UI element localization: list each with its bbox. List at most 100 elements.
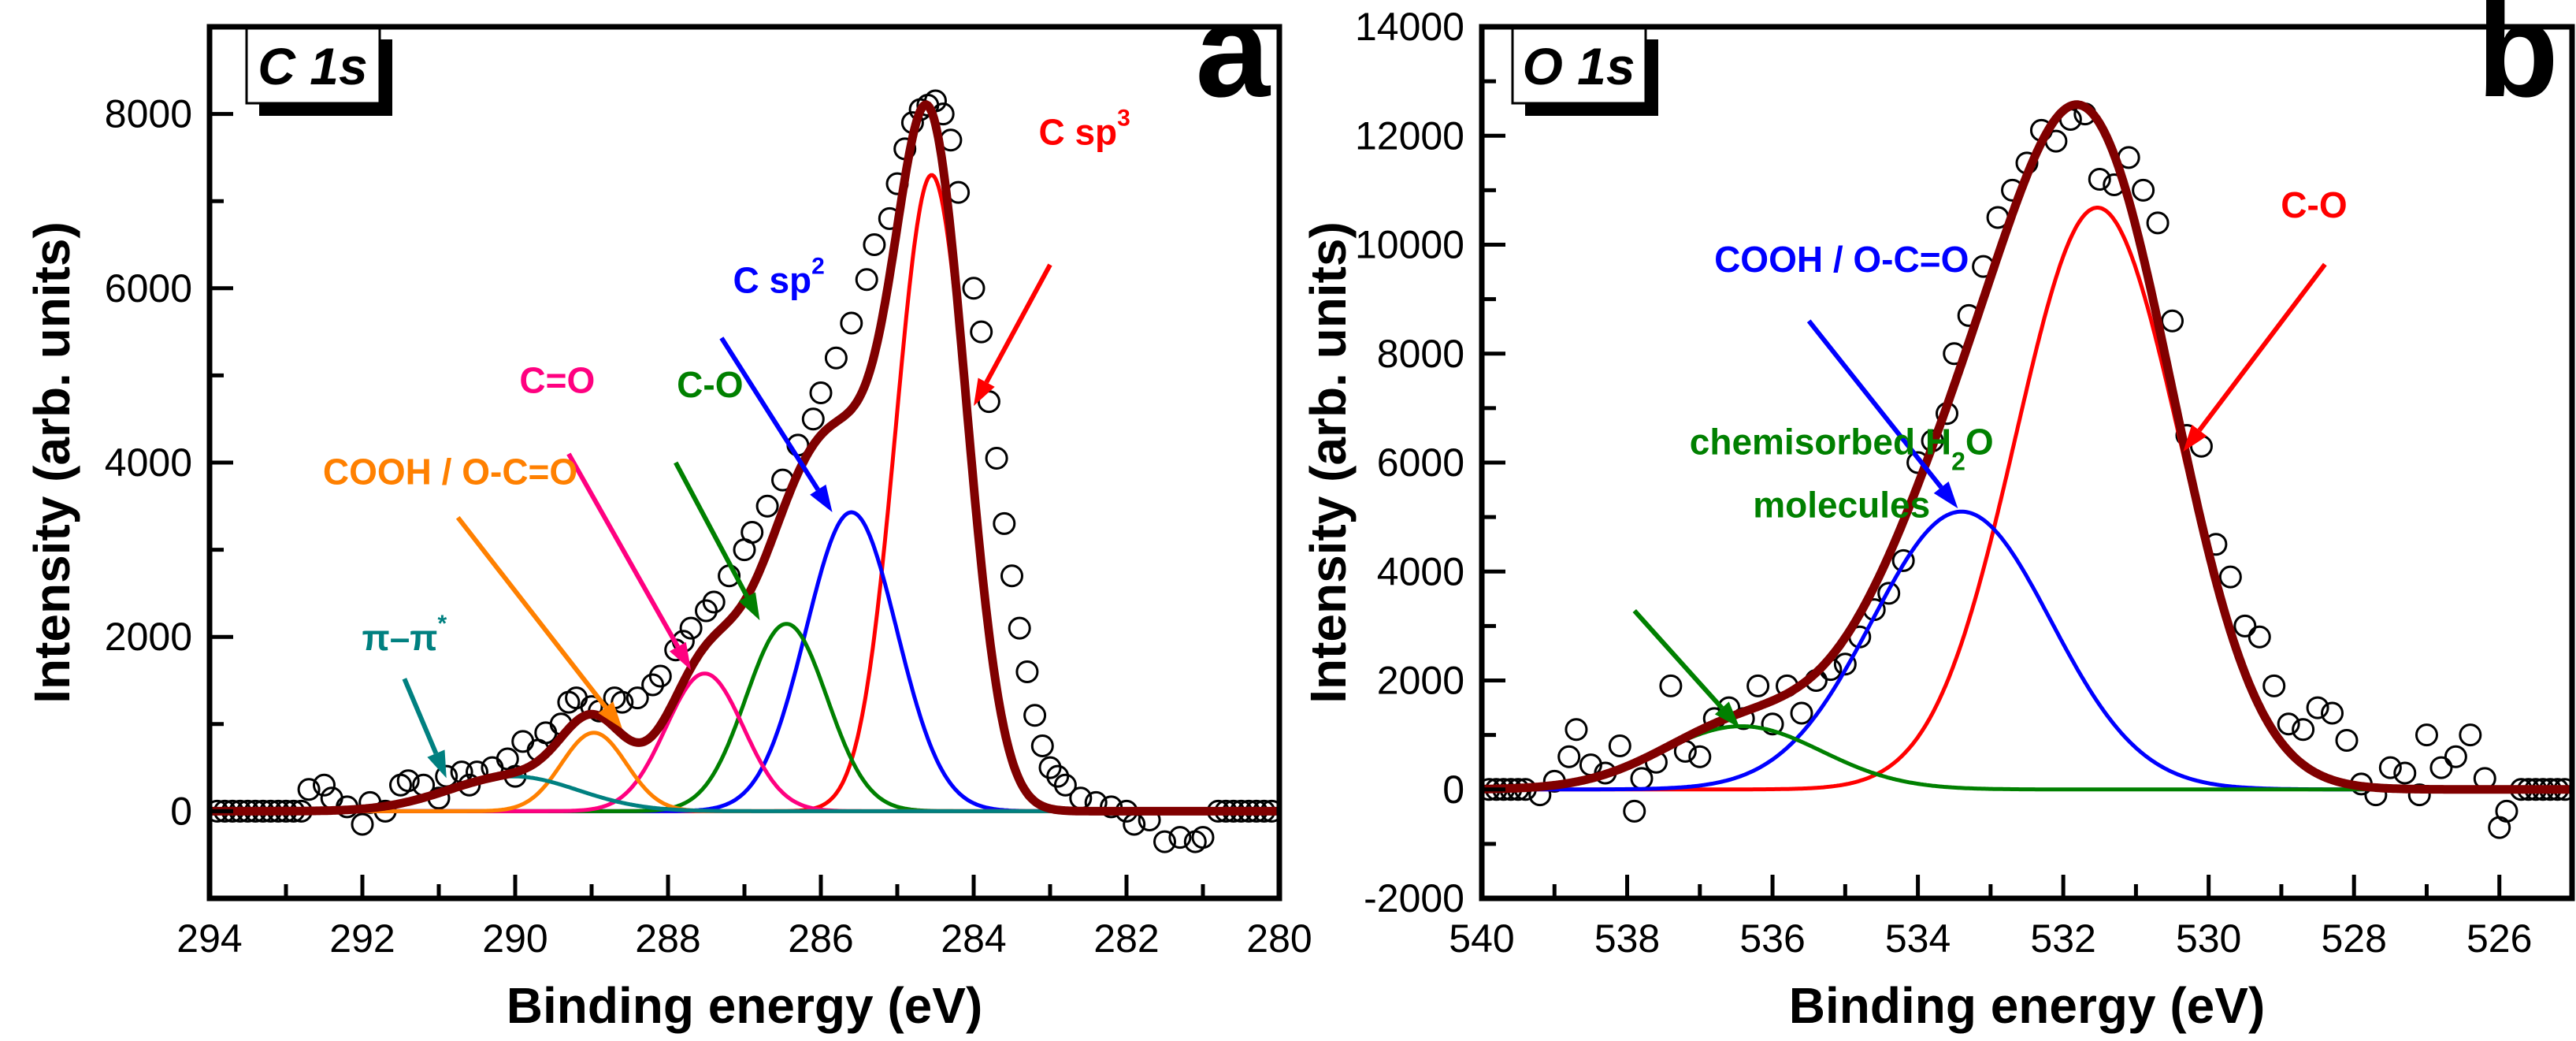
data-point	[1053, 773, 1077, 797]
annotation-label: COOH / O-C=O	[1714, 239, 1969, 280]
annotation-arrowhead-icon	[1714, 701, 1740, 728]
panel-b-o1s: Intensity (arb. units) Binding energy (e…	[1300, 0, 2575, 1034]
annotation-text: π–π	[362, 617, 437, 658]
x-tick-label: 282	[1093, 916, 1159, 961]
data-point	[1608, 734, 1631, 757]
inset-label-box: C 1s	[245, 25, 392, 116]
data-point	[1557, 745, 1581, 768]
x-tick-label: 526	[2467, 916, 2532, 961]
y-tick-label: 12000	[1355, 113, 1464, 158]
annotation-arrow-line	[719, 336, 820, 491]
x-tick-label: 536	[1739, 916, 1805, 961]
data-point	[1046, 764, 1070, 788]
x-tick-label: 540	[1449, 916, 1514, 961]
x-tick-label: 286	[788, 916, 853, 961]
data-point	[1623, 799, 1646, 823]
data-point	[2146, 211, 2170, 235]
data-point	[565, 686, 588, 710]
x-tick-label: 532	[2030, 916, 2095, 961]
annotation-text: COOH / O-C=O	[323, 452, 577, 493]
data-point	[1191, 826, 1215, 850]
x-tick-label: 294	[176, 916, 242, 961]
y-axis: 0 2000 4000 6000 8000	[105, 24, 233, 901]
data-point	[1000, 564, 1023, 588]
annotation-text-after: O	[1965, 422, 1994, 463]
y-tick-label: -2000	[1364, 876, 1464, 920]
annotation-text: COOH / O-C=O	[1714, 239, 1969, 280]
annotation-arrow-line	[1632, 609, 1724, 710]
x-tick-label: 530	[2176, 916, 2241, 961]
data-point	[1833, 652, 1857, 676]
inset-label: O 1s	[1522, 37, 1635, 95]
annotation-label: chemisorbed H2O	[1690, 422, 1994, 476]
y-tick-label: 0	[170, 789, 192, 833]
data-point	[2321, 701, 2344, 725]
y-tick-label: 8000	[105, 92, 192, 136]
y-axis: -2000 0 2000 4000 6000 8000 10000 12000 14000	[1355, 5, 1505, 920]
y-tick-label: 14000	[1355, 5, 1464, 49]
annotation-arrow-line	[455, 515, 608, 709]
x-tick-label: 284	[941, 916, 1006, 961]
data-point	[389, 773, 412, 797]
data-point	[702, 590, 726, 614]
annotation-arrow-line	[2197, 262, 2327, 432]
data-point	[557, 690, 581, 714]
annotations: C sp 3 C sp2 C-O C=O COOH / O-C=O π–π*	[323, 105, 1130, 779]
annotation-label: C sp2	[733, 253, 824, 300]
data-point	[648, 664, 672, 688]
data-point	[1015, 660, 1039, 683]
y-tick-label: 10000	[1355, 223, 1464, 267]
annotation-arrowhead-icon	[810, 484, 833, 513]
annotation-arrowhead-icon	[738, 592, 760, 621]
annotation-label: C=O	[519, 360, 595, 401]
annotation-superscript: 2	[811, 253, 825, 279]
annotation-arrowhead-icon	[598, 701, 622, 729]
annotation-c-o: C-O	[2183, 184, 2348, 452]
annotation-arrow-line	[402, 678, 439, 755]
annotation-subscript: 2	[1951, 448, 1965, 476]
x-axis: 540 538 536 534 532 530 528 526	[1449, 875, 2574, 961]
x-tick-label: 290	[482, 916, 547, 961]
y-tick-label: 2000	[105, 615, 192, 659]
data-point	[2429, 756, 2453, 779]
inset-label-box: O 1s	[1511, 25, 1658, 116]
data-point	[1168, 826, 1192, 850]
data-point	[2233, 614, 2257, 638]
envelope-fit-curve	[1482, 100, 2572, 794]
data-point	[2444, 745, 2467, 768]
data-point	[1100, 795, 1123, 819]
annotation-label: π–π*	[362, 611, 447, 658]
data-point	[625, 686, 649, 710]
x-axis: 294 292 290 288 286 284 282 280	[176, 875, 1312, 961]
y-tick-label: 4000	[1377, 549, 1464, 593]
x-tick-label: 528	[2321, 916, 2386, 961]
data-point	[2459, 723, 2482, 747]
data-point	[741, 520, 764, 544]
annotation-text: C sp	[733, 259, 811, 300]
annotation-superscript: *	[438, 611, 447, 637]
annotation-arrowhead-icon	[669, 641, 692, 671]
data-point	[511, 730, 535, 753]
annotation-label: C-O	[677, 364, 743, 405]
x-tick-label: 280	[1246, 916, 1312, 961]
annotation-c-o: C=O	[519, 360, 692, 671]
y-tick-label: 4000	[105, 441, 192, 485]
annotation-superscript: 3	[1117, 105, 1130, 131]
data-point	[1746, 674, 1770, 697]
y-tick-label: 8000	[1377, 332, 1464, 376]
x-axis-title: Binding energy (eV)	[1789, 977, 2266, 1034]
data-point	[2088, 168, 2111, 191]
data-point	[1038, 756, 1062, 779]
data-point	[1790, 701, 1813, 725]
panel-a-c1s: Intensity (arb. units) Binding energy (e…	[24, 0, 1312, 1034]
annotation-text: C-O	[2281, 184, 2347, 225]
annotation-text: chemisorbed H	[1690, 422, 1951, 463]
data-point	[297, 778, 321, 801]
annotation-arrowhead-icon	[427, 749, 447, 779]
data-point	[2335, 729, 2359, 753]
annotation-arrowhead-icon	[1933, 481, 1958, 509]
annotation-arrow-line	[1806, 319, 1943, 489]
component-curve-c-sp2	[210, 510, 1279, 813]
